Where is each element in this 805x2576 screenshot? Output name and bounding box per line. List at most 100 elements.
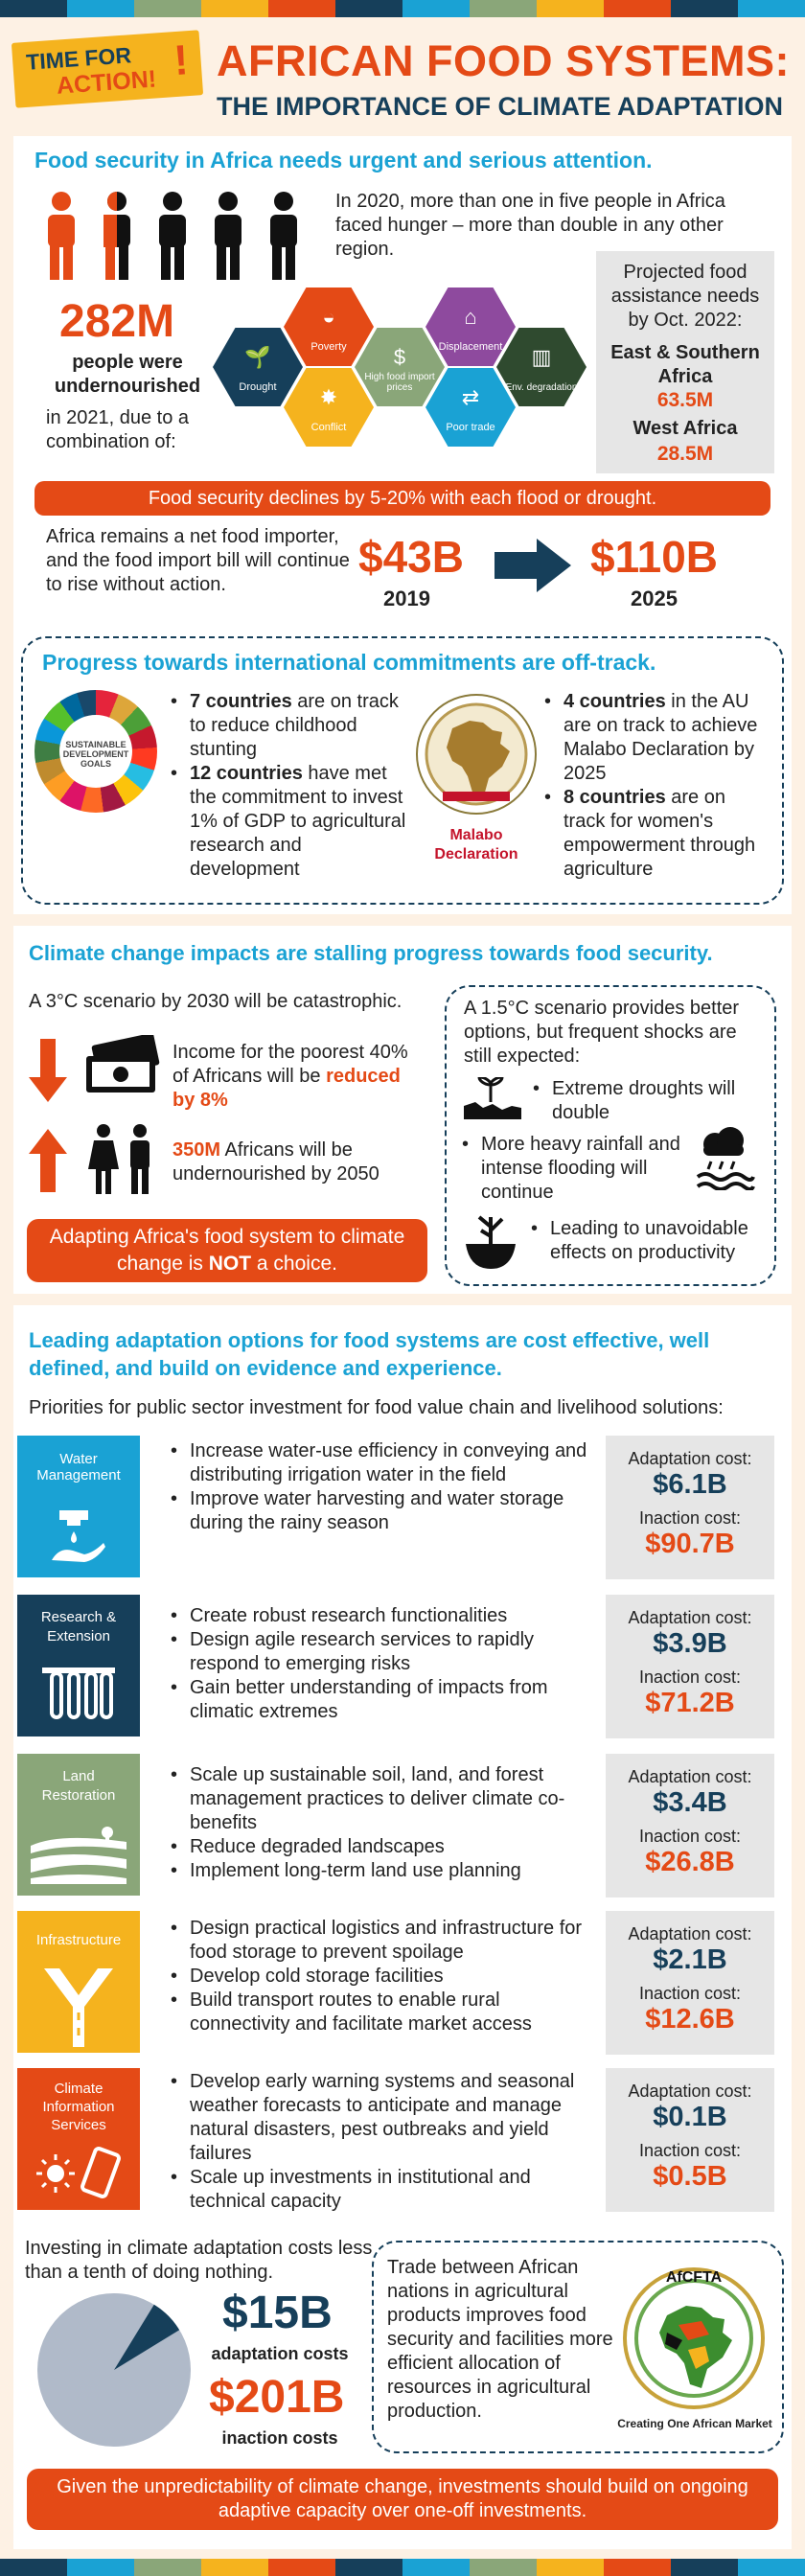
adapt-cost: $2.1B bbox=[653, 1944, 727, 1975]
option-bullet: Improve water harvesting and water stora… bbox=[169, 1487, 596, 1535]
cost-pie bbox=[37, 2293, 191, 2447]
undernourished-2050-count: 350M bbox=[172, 1139, 221, 1161]
banner-pre: Adapting Africa's food system to climate… bbox=[49, 1226, 405, 1275]
road-icon bbox=[44, 1968, 113, 2047]
adapt-cost: $3.4B bbox=[653, 1787, 727, 1818]
sdg-logo: SUSTAINABLE DEVELOPMENT GOALS bbox=[34, 690, 157, 813]
water-tap-icon bbox=[52, 1510, 105, 1562]
hex-label: Displacement bbox=[438, 341, 503, 353]
flood-drought-banner: Food security declines by 5-20% with eac… bbox=[34, 481, 770, 516]
shock-productivity: Leading to unavoidable effects on produc… bbox=[529, 1217, 774, 1265]
adapt-cost: $0.1B bbox=[653, 2102, 727, 2132]
income-text: Income for the poorest 40% of Africans w… bbox=[172, 1041, 422, 1113]
adapt-total-label: adaptation costs bbox=[211, 2344, 349, 2363]
shock-list-2: More heavy rainfall and intense flooding… bbox=[460, 1133, 680, 1205]
inaction-cost: $12.6B bbox=[645, 2004, 735, 2035]
option-bullet: Scale up investments in institutional an… bbox=[169, 2166, 596, 2214]
inaction-total: $201B bbox=[209, 2372, 345, 2423]
scenario-15-box bbox=[445, 985, 776, 1286]
option-bullet: Implement long-term land use planning bbox=[169, 1859, 596, 1883]
mortar-plant-icon bbox=[466, 1215, 516, 1269]
not-a-choice-banner: Adapting Africa's food system to climate… bbox=[27, 1219, 427, 1282]
land-restoration-cost: Adaptation cost: $3.4B Inaction cost: $26.8… bbox=[606, 1754, 774, 1898]
undernourished-stat: 282M bbox=[59, 296, 175, 347]
hex-label: Conflict bbox=[310, 422, 347, 433]
hex-env-degradation: ▥ Env. degradation bbox=[496, 328, 586, 406]
inaction-label: Inaction cost: bbox=[638, 2141, 742, 2160]
region-east-southern-value: 63.5M bbox=[656, 389, 714, 411]
hex-label: High food import prices bbox=[364, 372, 435, 393]
page-title: AFRICAN FOOD SYSTEMS: bbox=[217, 36, 791, 85]
hex-label: Poor trade bbox=[446, 422, 495, 433]
inaction-label: Inaction cost: bbox=[638, 1668, 742, 1687]
malabo-logo bbox=[416, 694, 537, 815]
sdg-label: SUSTAINABLE DEVELOPMENT GOALS bbox=[59, 715, 132, 788]
cash-icon bbox=[86, 1035, 160, 1092]
bill-2019-year: 2019 bbox=[383, 586, 430, 610]
region-west-value: 28.5M bbox=[656, 443, 714, 465]
trade-text: Trade between African nations in agricul… bbox=[387, 2257, 613, 2422]
inaction-total-label: inaction costs bbox=[221, 2428, 338, 2448]
inaction-cost: $90.7B bbox=[645, 1529, 735, 1559]
section2-heading: Climate change impacts are stalling prog… bbox=[29, 941, 713, 965]
afcfta-title: AfCFTA bbox=[665, 2269, 723, 2286]
option-bullet: Gain better understanding of impacts fro… bbox=[169, 1676, 596, 1724]
option-name: Climate Information Services bbox=[42, 2081, 115, 2133]
option-name: Infrastructure bbox=[35, 1932, 122, 1948]
explosion-icon: ✸ bbox=[319, 385, 338, 409]
item-text: are on track for women's empowerment thr… bbox=[564, 787, 756, 880]
undernourished-2050: 350M Africans will be undernourished by … bbox=[172, 1138, 422, 1186]
option-bullet: Increase water-use efficiency in conveyi… bbox=[169, 1439, 596, 1487]
infrastructure-bullets: Design practical logistics and infrastru… bbox=[169, 1917, 596, 2036]
adapt-cost: $3.9B bbox=[653, 1628, 727, 1659]
adapt-label: Adaptation cost: bbox=[628, 1449, 752, 1468]
water-management-cost: Adaptation cost: $6.1B Inaction cost: $90.7… bbox=[606, 1436, 774, 1579]
money-icon: $ bbox=[393, 345, 406, 369]
adapt-cost: $6.1B bbox=[653, 1469, 727, 1500]
importer-text: Africa remains a net food importer, and … bbox=[46, 526, 350, 595]
left-progress-item: 7 countries are on track to reduce child… bbox=[169, 690, 414, 762]
progress-box bbox=[21, 636, 784, 905]
adapt-label: Adaptation cost: bbox=[628, 2082, 752, 2101]
adapt-label: Adaptation cost: bbox=[628, 1608, 752, 1627]
bill-2019-value: $43B bbox=[358, 532, 464, 582]
research-extension-bullets: Create robust research functionalitiesDe… bbox=[169, 1604, 596, 1724]
adapt-total: $15B bbox=[222, 2288, 333, 2338]
drought-icon: 🌱 bbox=[244, 345, 271, 369]
people-one-in-five-icon bbox=[48, 192, 297, 280]
item-text: in the AU are on track to achieve Malabo… bbox=[564, 691, 758, 784]
hex-label: Poverty bbox=[310, 341, 347, 353]
arrow-down-icon bbox=[29, 1039, 67, 1102]
bill-2025-value: $110B bbox=[590, 532, 719, 582]
bill-2025-year: 2025 bbox=[631, 586, 678, 610]
footer-banner: Given the unpredictability of climate ch… bbox=[27, 2469, 778, 2530]
right-progress-item: 8 countries are on track for women's emp… bbox=[542, 786, 759, 882]
climate-information-tile: Climate Information Services bbox=[17, 2068, 140, 2210]
land-restoration-bullets: Scale up sustainable soil, land, and for… bbox=[169, 1763, 596, 1883]
right-progress-list: 4 countries in the AU are on track to ac… bbox=[542, 690, 759, 882]
priorities-text: Priorities for public sector investment … bbox=[29, 1397, 724, 1418]
option-bullet: Reduce degraded landscapes bbox=[169, 1835, 596, 1859]
water-management-bullets: Increase water-use efficiency in conveyi… bbox=[169, 1439, 596, 1535]
inaction-label: Inaction cost: bbox=[638, 1508, 742, 1528]
scenario-3c: A 3°C scenario by 2030 will be catastrop… bbox=[29, 991, 402, 1012]
item-text: are on track to reduce childhood stuntin… bbox=[190, 691, 399, 760]
region-east-southern: East & Southern Africa bbox=[610, 342, 760, 387]
top-color-stripe bbox=[0, 0, 805, 17]
drought-plant-icon bbox=[464, 1077, 521, 1119]
shock-list-1: Extreme droughts will double bbox=[531, 1077, 769, 1125]
hex-label: Drought bbox=[239, 381, 277, 393]
projected-title: Projected food assistance needs by Oct. … bbox=[610, 262, 760, 331]
option-bullet: Build transport routes to enable rural c… bbox=[169, 1989, 596, 2036]
adapt-label: Adaptation cost: bbox=[628, 1767, 752, 1786]
bottom-color-stripe bbox=[0, 2559, 805, 2576]
rain-cloud-icon bbox=[696, 1127, 755, 1190]
bold-count: 12 countries bbox=[190, 763, 303, 784]
couple-icon bbox=[88, 1124, 150, 1194]
option-name: Research & Extension bbox=[40, 1609, 117, 1644]
infrastructure-tile: Infrastructure bbox=[17, 1911, 140, 2053]
water-management-tile: Water Management bbox=[17, 1436, 140, 1577]
climate-information-bullets: Develop early warning systems and season… bbox=[169, 2070, 596, 2214]
research-extension-tile: Research & Extension bbox=[17, 1595, 140, 1736]
hunger-text: In 2020, more than one in five people in… bbox=[335, 191, 725, 260]
